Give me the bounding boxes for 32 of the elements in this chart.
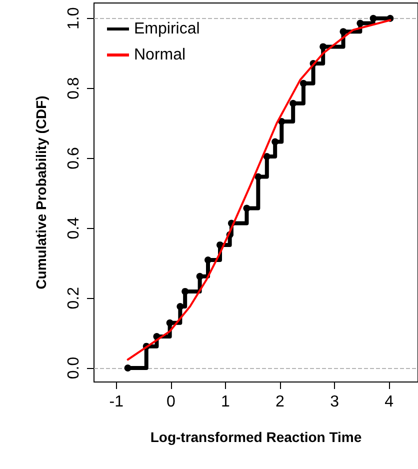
x-tick-label: 4 xyxy=(384,394,394,410)
y-tick-label: 0.0 xyxy=(66,356,82,380)
point xyxy=(370,14,377,22)
point xyxy=(340,28,347,36)
point xyxy=(263,152,270,160)
x-tick-label: 3 xyxy=(330,394,340,410)
point xyxy=(356,20,364,27)
y-tick-label: 0.6 xyxy=(66,147,82,170)
point xyxy=(320,43,327,50)
x-tick-label: 0 xyxy=(166,394,176,410)
x-tick-label: -1 xyxy=(109,394,124,410)
point xyxy=(272,138,279,146)
point xyxy=(176,302,184,310)
legend-label: Normal xyxy=(134,46,186,64)
x-tick-label: 1 xyxy=(221,394,230,410)
point xyxy=(166,319,174,326)
y-tick-label: 1.0 xyxy=(66,7,82,30)
point xyxy=(204,256,212,264)
x-axis-title: Log-transformed Reaction Time xyxy=(150,429,362,445)
point xyxy=(182,288,189,295)
point xyxy=(124,364,132,372)
point xyxy=(196,272,204,280)
y-axis-title: Cumulative Probability (CDF) xyxy=(33,96,49,290)
point xyxy=(300,80,307,87)
legend-label: Empirical xyxy=(134,20,200,38)
y-tick-label: 0.2 xyxy=(66,286,82,310)
x-tick-label: 2 xyxy=(276,394,285,410)
point xyxy=(290,100,297,107)
point xyxy=(254,173,262,180)
y-tick-label: 0.4 xyxy=(66,216,82,240)
y-tick-label: 0.8 xyxy=(66,77,82,100)
point xyxy=(243,204,250,212)
